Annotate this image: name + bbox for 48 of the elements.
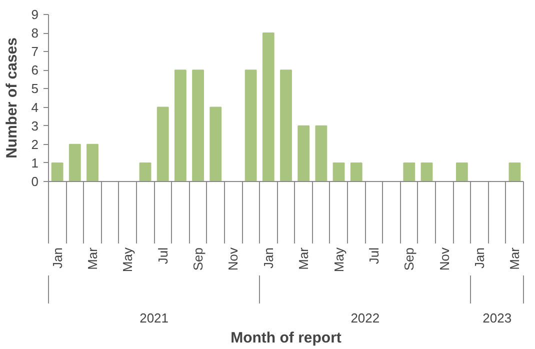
bar bbox=[280, 70, 292, 182]
bar bbox=[192, 70, 204, 182]
text: 2022 bbox=[350, 310, 380, 326]
x-tick-label: May bbox=[120, 247, 136, 272]
x-tick-label: May bbox=[331, 247, 346, 272]
y-tick-label: 6 bbox=[31, 62, 39, 78]
bar bbox=[332, 162, 345, 182]
bar bbox=[210, 106, 222, 182]
bar bbox=[315, 125, 328, 182]
x-tick-label: Nov bbox=[226, 247, 241, 271]
bar bbox=[156, 106, 169, 182]
x-tick-label: Mar bbox=[507, 246, 522, 270]
y-tick-label: 0 bbox=[31, 174, 39, 189]
y-tick-label: 7 bbox=[31, 44, 39, 60]
y-axis-title: Number of cases bbox=[3, 38, 20, 158]
x-axis-title: Month of report bbox=[230, 330, 342, 346]
bar bbox=[244, 70, 257, 182]
x-tick-label: Jan bbox=[50, 247, 65, 268]
y-tick-label: 3 bbox=[31, 118, 39, 134]
x-tick-label: Sep bbox=[402, 247, 417, 271]
bar bbox=[298, 125, 310, 182]
x-tick-label: Jul bbox=[155, 247, 170, 264]
y-tick-label: 2 bbox=[31, 136, 39, 152]
y-tick-label: 1 bbox=[31, 155, 39, 170]
x-tick-label: Mar bbox=[84, 246, 100, 270]
text: 2021 bbox=[140, 310, 169, 326]
bar bbox=[420, 162, 433, 182]
x-tick-label: Mar bbox=[296, 246, 312, 270]
bar bbox=[139, 162, 152, 182]
y-tick-label: 5 bbox=[31, 81, 39, 96]
bar bbox=[51, 162, 64, 182]
x-tick-label: Jan bbox=[260, 247, 276, 268]
x-tick-label: Sep bbox=[190, 247, 206, 271]
bar bbox=[68, 144, 81, 182]
x-tick-label: Nov bbox=[436, 247, 452, 271]
x-tick-label: Jul bbox=[366, 247, 382, 264]
bar bbox=[350, 162, 362, 182]
bar bbox=[508, 162, 521, 182]
bar bbox=[86, 144, 98, 182]
bar bbox=[262, 32, 274, 182]
bar bbox=[174, 70, 186, 182]
y-tick-label: 4 bbox=[31, 100, 39, 115]
x-tick-label: Jan bbox=[472, 247, 488, 268]
text: 2023 bbox=[482, 310, 512, 326]
y-tick-label: 9 bbox=[31, 7, 39, 22]
bar bbox=[456, 162, 468, 182]
y-tick-label: 8 bbox=[31, 26, 39, 41]
bar bbox=[403, 162, 416, 182]
